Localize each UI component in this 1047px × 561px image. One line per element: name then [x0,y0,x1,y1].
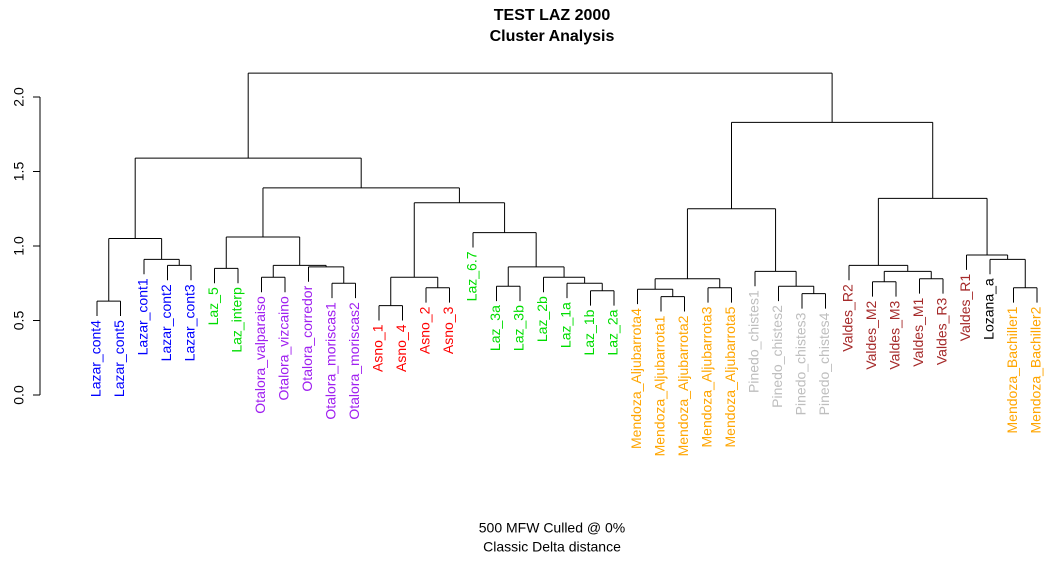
leaf-label: Otalora_moriscas2 [346,302,362,420]
leaf-label: Otalora_vizcaino [276,296,292,400]
leaf-label: Lazar_cont4 [88,320,104,397]
leaf-label: Laz_3b [511,305,527,351]
leaf-label: Laz_3a [487,305,503,351]
leaf-label: Pinedo_chistes2 [769,305,785,408]
leaf-label: Lozana_a [981,278,997,340]
leaf-label: Otalora_moriscas1 [323,302,339,420]
leaf-label: Mendoza_Aljubarrota3 [699,306,715,447]
leaf-label: Asno_1 [370,324,386,372]
leaf-label: Laz_5 [205,287,221,325]
leaf-label: Mendoza_Aljubarrota1 [652,315,668,456]
leaf-label: Lazar_cont5 [111,320,127,397]
leaf-label: Pinedo_chistes4 [816,312,832,415]
leaf-label: Mendoza_Aljubarrota5 [722,306,738,447]
leaf-label: Valdes_M1 [910,297,926,366]
leaf-label: Lazar_cont3 [182,284,198,361]
leaf-label: Mendoza_Bachiller2 [1028,306,1044,433]
leaf-label: Asno_4 [393,324,409,372]
y-tick-label: 0.5 [11,311,27,331]
leaf-label: Mendoza_Aljubarrota4 [628,308,644,449]
leaf-label: Valdes_M2 [863,300,879,369]
leaf-label: Laz_1b [581,309,597,355]
caption: 500 MFW Culled @ 0% [479,520,625,536]
y-tick-label: 0.0 [11,385,27,405]
leaf-label: Pinedo_chistes3 [793,312,809,415]
leaf-label: Otalora_corredor [299,285,315,391]
caption: Classic Delta distance [483,539,621,555]
chart-title: TEST LAZ 2000 [494,7,611,24]
y-tick-label: 1.5 [11,162,27,182]
leaf-label: Laz_interp [229,287,245,353]
leaf-label: Laz_6.7 [464,251,480,301]
leaf-label: Pinedo_chistes1 [746,290,762,393]
leaf-label: Mendoza_Bachiller1 [1004,306,1020,433]
leaf-label: Valdes_R2 [840,284,856,352]
leaf-label: Laz_2b [534,296,550,342]
leaf-label: Laz_1a [558,302,574,348]
leaf-label: Lazar_cont1 [135,278,151,355]
leaf-label: Mendoza_Aljubarrota2 [675,315,691,456]
y-tick-label: 1.0 [11,236,27,256]
leaf-label: Otalora_valparaiso [252,296,268,414]
leaf-label: Laz_2a [605,309,621,355]
y-tick-label: 2.0 [11,87,27,107]
leaf-label: Asno_2 [417,306,433,354]
leaf-label: Lazar_cont2 [158,284,174,361]
chart-subtitle: Cluster Analysis [490,28,615,45]
leaf-label: Valdes_R1 [957,274,973,342]
leaf-label: Valdes_M3 [887,300,903,369]
leaf-label: Valdes_R3 [934,297,950,365]
leaf-label: Asno_3 [440,306,456,354]
